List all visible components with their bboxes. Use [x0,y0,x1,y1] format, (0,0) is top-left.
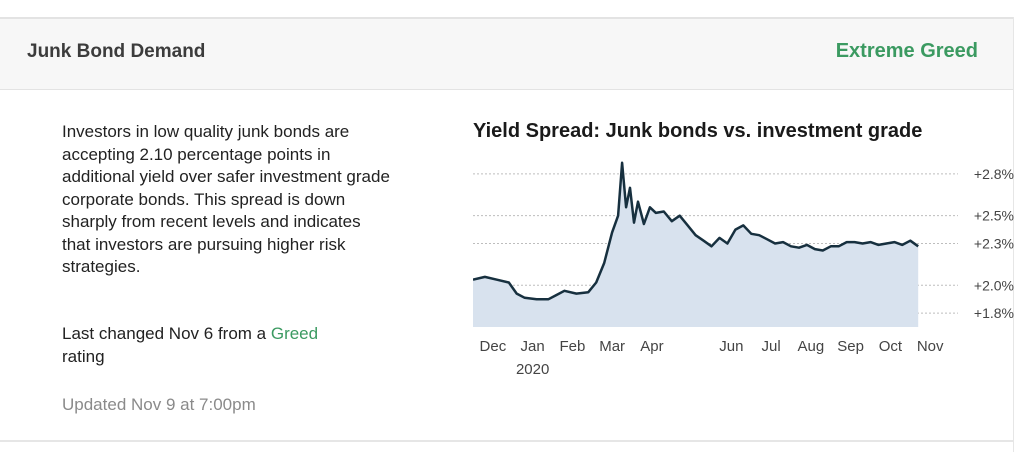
y-tick-label: +2.3% [974,236,1014,252]
x-tick-label: Jan [521,338,545,355]
panel-title: Junk Bond Demand [27,41,206,62]
x-tick-label: Jul [762,338,781,355]
last-changed-suffix: rating [62,346,105,366]
description-text: Investors in low quality junk bonds are … [62,122,390,276]
y-tick-label: +2.8% [974,166,1014,182]
y-tick-label: +2.0% [974,277,1014,293]
panel-header: Junk Bond Demand Extreme Greed [0,19,1014,90]
x-tick-label: Oct [879,338,903,355]
top-divider [0,17,1014,19]
x-tick-label: Feb [559,338,585,355]
x-tick-label: Mar [599,338,625,355]
last-changed-text: Last changed Nov 6 from a Greed rating [62,323,392,368]
previous-rating: Greed [270,324,319,343]
bottom-divider [0,440,1014,442]
x-tick-label: Aug [798,338,825,355]
right-divider [1013,17,1014,452]
series-line [473,161,919,301]
x-tick-label: Dec [480,338,507,355]
y-tick-label: +1.8% [974,305,1014,321]
sentiment-rating: Extreme Greed [835,40,978,62]
x-tick-label: Apr [640,338,663,355]
x-tick-label: Nov [917,338,944,355]
yield-spread-chart: +1.8% +2.0% +2.3% +2.5% +2.8% Dec Jan Feb Mar Ap… [473,160,1014,378]
x-tick-label: Jun [719,338,743,355]
y-tick-label: +2.5% [974,208,1014,224]
year-label: 2020 [516,361,549,378]
series-area [473,162,919,327]
chart-title: Yield Spread: Junk bonds vs. investment … [473,120,923,142]
updated-timestamp: Updated Nov 9 at 7:00pm [62,395,256,414]
last-changed-prefix: Last changed Nov 6 from a [62,324,271,343]
x-tick-label: Sep [837,338,864,355]
